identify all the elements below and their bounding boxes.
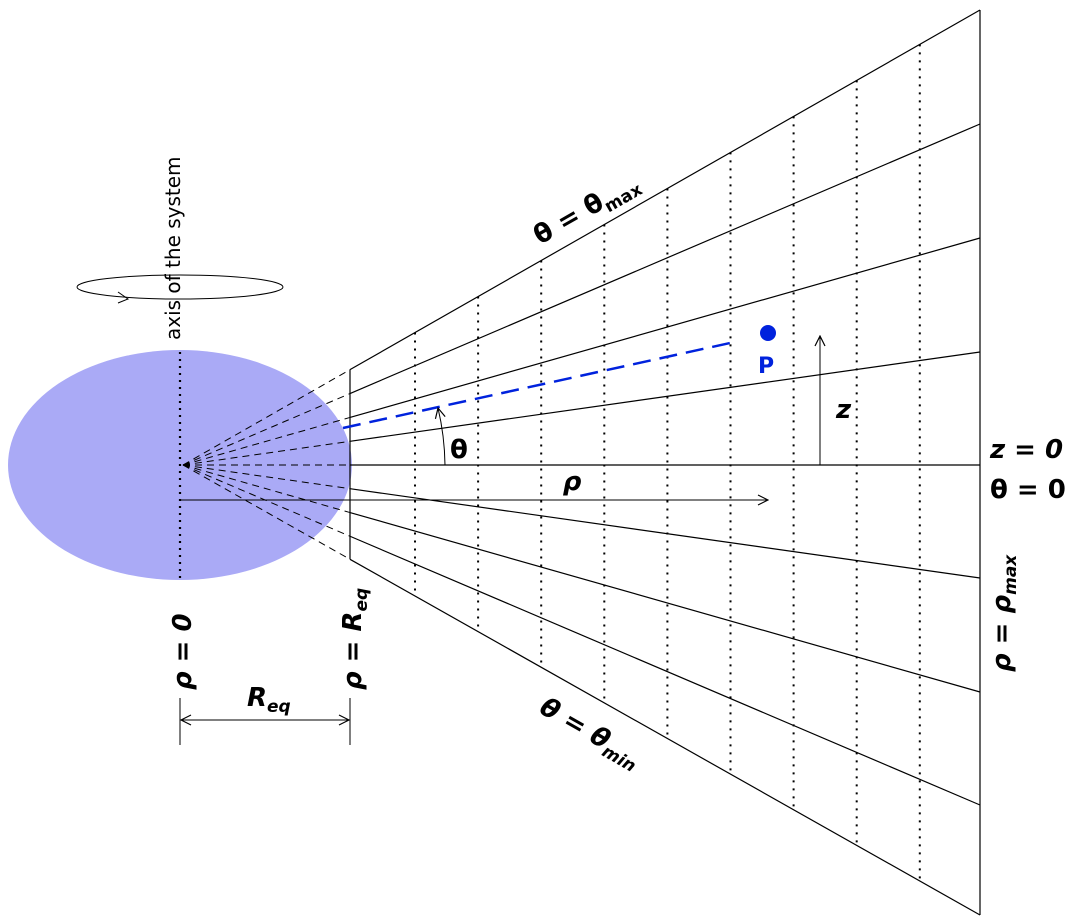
point-label: P [758,354,774,379]
point-p [760,325,776,341]
label-sub: eq [267,697,291,717]
label-sub: eq [352,588,372,612]
z-zero-label: z = 0 [989,435,1063,465]
label-sub: max [601,180,646,217]
label-main: θ = θ [529,188,610,252]
axis-label: axis of the system [161,156,185,340]
theta-min-label: θ = θmin [533,692,647,777]
ray [350,352,980,441]
diagram: axis of the system P z θ ρ z = 0 θ = 0 R… [0,0,1072,923]
ray [350,124,980,394]
theta-label: θ [450,435,468,465]
z-label: z [835,395,852,425]
ray [350,238,980,417]
ray [350,513,980,692]
theta-zero-label: θ = 0 [990,475,1066,505]
req-label: Req [247,683,291,717]
rho-zero-label: ρ = 0 [168,613,198,690]
ray [350,489,980,578]
theta-arc [438,408,445,465]
label-main: ρ = R [338,611,368,690]
rho-label: ρ [563,467,582,497]
label-sub: max [1001,554,1021,595]
rho-req-label: ρ = Req [338,588,372,690]
ray [350,559,980,915]
label-main: R [247,683,267,713]
ray [350,536,980,805]
ray [350,10,980,370]
label-main: ρ = ρ [987,595,1017,673]
rho-max-label: ρ = ρmax [987,554,1021,672]
label-sub: min [598,742,639,777]
